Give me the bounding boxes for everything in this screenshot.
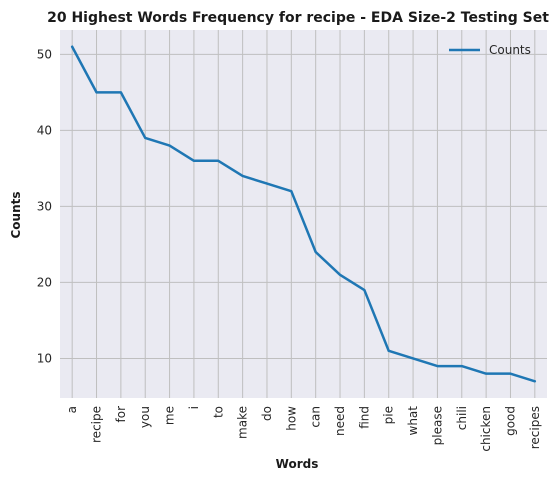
x-tick-label: need bbox=[333, 406, 347, 436]
x-tick-label: recipes bbox=[528, 406, 542, 449]
x-tick-label: for bbox=[114, 406, 128, 423]
series-line-counts bbox=[70, 45, 537, 383]
x-tick-label: find bbox=[357, 406, 371, 429]
y-tick-label: 30 bbox=[37, 199, 52, 213]
y-tick-label: 20 bbox=[37, 275, 52, 289]
x-tick-label: a bbox=[65, 406, 79, 413]
x-tick-label: i bbox=[187, 406, 201, 409]
x-axis-ticks: a recipe for you me i to make do how can need find pi… bbox=[65, 406, 542, 452]
x-tick-label: can bbox=[309, 406, 323, 428]
chart-title: 20 Highest Words Frequency for recipe - … bbox=[47, 10, 549, 26]
y-tick-label: 50 bbox=[37, 47, 52, 61]
series-layer bbox=[70, 45, 537, 383]
x-tick-label: do bbox=[260, 406, 274, 421]
x-tick-label: what bbox=[406, 406, 420, 436]
y-axis-ticks: 10 20 30 40 50 bbox=[37, 47, 52, 365]
legend-label-counts: Counts bbox=[489, 43, 531, 57]
x-axis-label: Words bbox=[276, 457, 319, 471]
x-tick-label: good bbox=[503, 406, 517, 436]
y-tick-label: 40 bbox=[37, 123, 52, 137]
x-tick-label: how bbox=[284, 406, 298, 431]
x-tick-label: me bbox=[163, 406, 177, 425]
x-tick-label: recipe bbox=[90, 406, 104, 443]
grid-lines bbox=[60, 30, 547, 398]
x-tick-label: make bbox=[236, 406, 250, 439]
x-tick-label: pie bbox=[382, 406, 396, 424]
y-tick-label: 10 bbox=[37, 351, 52, 365]
x-tick-label: chili bbox=[455, 406, 469, 430]
y-axis-label: Counts bbox=[9, 191, 23, 238]
x-tick-label: chicken bbox=[479, 406, 493, 452]
x-tick-label: please bbox=[430, 406, 444, 445]
x-tick-label: to bbox=[211, 406, 225, 418]
x-tick-label: you bbox=[138, 406, 152, 428]
plot-area bbox=[60, 30, 547, 398]
legend: Counts bbox=[449, 43, 531, 57]
